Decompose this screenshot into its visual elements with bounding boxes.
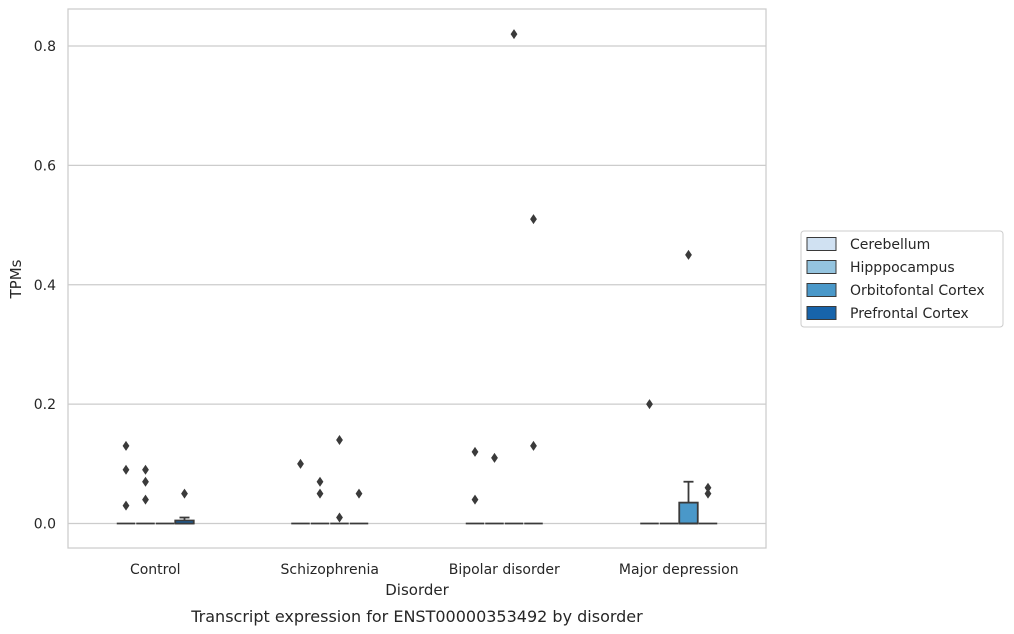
box-prefrontal-cortex — [174, 516, 195, 525]
legend-swatch — [806, 306, 837, 320]
outlier-point — [471, 494, 479, 505]
outlier-point — [336, 434, 343, 445]
legend-swatch — [806, 283, 837, 297]
boxes — [116, 480, 718, 525]
outlier-point — [355, 488, 363, 499]
y-axis-ticks: 0.0 0.2 0.4 0.6 0.8 — [34, 39, 56, 533]
outlier-point — [316, 488, 324, 499]
legend: Cerebellum Hipppocampus Orbitofontal Corte… — [800, 230, 1004, 328]
outlier-point — [530, 440, 537, 451]
outlier-point — [142, 494, 149, 505]
legend-swatch — [806, 260, 837, 274]
outlier-point — [122, 500, 130, 511]
x-axis-label: Disorder — [385, 581, 449, 599]
legend-frame — [800, 230, 1004, 328]
x-tick-label: Major depression — [619, 562, 739, 578]
legend-swatch — [806, 237, 837, 251]
y-tick-label: 0.0 — [34, 517, 56, 533]
y-tick-label: 0.4 — [34, 278, 56, 294]
outlier-point — [704, 482, 712, 493]
legend-label: Cerebellum — [850, 237, 930, 253]
plot-frame — [67, 8, 767, 549]
x-axis-ticks: Control Schizophrenia Bipolar disorder Majo… — [130, 562, 739, 578]
x-tick-label: Bipolar disorder — [449, 562, 560, 578]
outlier-point — [142, 464, 149, 475]
outlier-point — [471, 446, 479, 457]
legend-label: Hipppocampus — [850, 260, 955, 276]
legend-label: Prefrontal Cortex — [850, 306, 969, 322]
outlier-point — [316, 476, 324, 487]
outlier-point — [646, 399, 653, 410]
outlier-point — [336, 512, 343, 523]
y-tick-label: 0.8 — [34, 39, 56, 55]
plot-area-background — [68, 9, 766, 548]
outlier-point — [530, 214, 537, 225]
y-tick-label: 0.6 — [34, 158, 56, 174]
x-tick-label: Schizophrenia — [281, 562, 379, 578]
outlier-point — [142, 476, 149, 487]
outlier-point — [704, 488, 712, 499]
outlier-point — [122, 464, 130, 475]
outlier-point — [510, 29, 518, 40]
outlier-point — [181, 488, 188, 499]
box-orbitofontal-cortex — [678, 480, 699, 525]
outlier-points — [122, 29, 712, 523]
chart-caption: Transcript expression for ENST0000035349… — [190, 607, 643, 626]
outlier-point — [122, 440, 130, 451]
legend-label: Orbitofontal Cortex — [850, 283, 985, 299]
y-tick-label: 0.2 — [34, 397, 56, 413]
outlier-point — [297, 458, 304, 469]
y-axis-label: TPMs — [7, 259, 25, 299]
outlier-point — [491, 452, 498, 463]
box-iqr — [678, 501, 699, 525]
outlier-point — [685, 249, 692, 260]
x-tick-label: Control — [130, 562, 181, 578]
